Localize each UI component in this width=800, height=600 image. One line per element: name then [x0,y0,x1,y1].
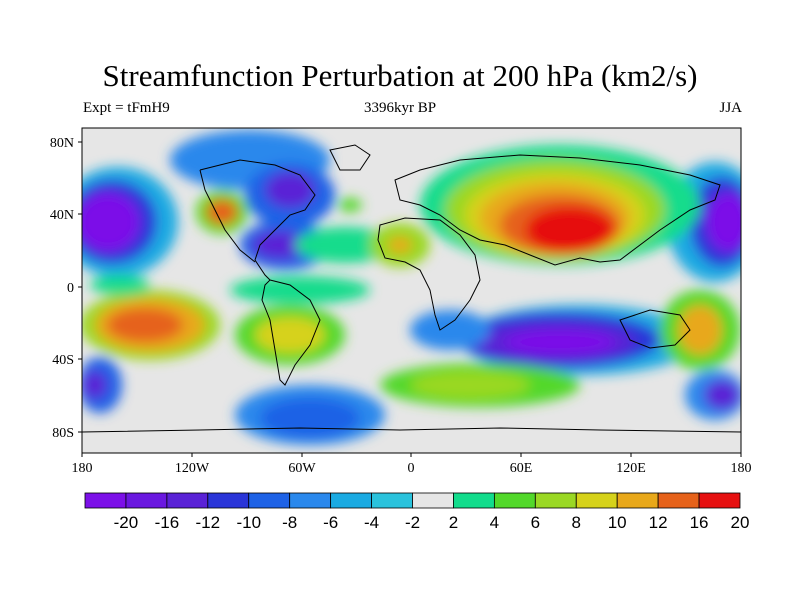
colorbar-swatch [330,492,372,509]
colorbar-swatch [371,492,413,509]
colorbar-swatch [125,492,168,509]
y-tick-label: 0 [67,281,74,296]
colorbar-swatch [453,492,495,509]
y-tick-label: 80N [50,136,74,151]
north-america-coast [199,159,316,281]
colorbar-label: 16 [690,513,709,532]
australia-coast [619,309,691,349]
colorbar-label: -16 [155,513,180,532]
colorbar [84,492,741,509]
colorbar-swatch [289,492,332,509]
africa-coast [377,217,481,331]
eurasia-coast [394,154,721,266]
x-tick-label: 120W [175,461,210,476]
colorbar-label: -20 [114,513,139,532]
axis-ticks [78,141,742,457]
plot-title: Streamfunction Perturbation at 200 hPa (… [102,58,698,93]
x-tick-label: 180 [731,461,752,476]
colorbar-label: 8 [572,513,581,532]
colorbar-label: 20 [731,513,750,532]
x-tick-label: 60W [288,461,316,476]
colorbar-swatch [166,492,209,509]
colorbar-swatch [698,492,741,509]
colorbar-swatch [657,492,700,509]
coastlines [82,144,741,433]
contour-fields [82,130,741,445]
colorbar-swatch [493,492,536,509]
colorbar-label: -6 [323,513,338,532]
colorbar-swatch [412,492,454,509]
y-tick-label: 40S [52,353,74,368]
antarctica-coast [82,427,741,433]
y-tick-label: 80S [52,426,74,441]
experiment-label: Expt = tFmH9 [83,100,170,116]
colorbar-swatch [575,492,618,509]
colorbar-swatch [616,492,659,509]
colorbar-swatch [84,492,127,509]
greenland-coast [329,144,371,171]
colorbar-label: 6 [531,513,540,532]
colorbar-label: 4 [490,513,499,532]
colorbar-label: -4 [364,513,379,532]
x-tick-label: 0 [408,461,415,476]
x-axis-labels: 180 120W 60W 0 60E 120E 180 [72,461,752,476]
season-label: JJA [719,100,742,116]
south-america-coast [261,279,321,386]
colorbar-label: -8 [282,513,297,532]
colorbar-label: 2 [449,513,458,532]
colorbar-swatch [248,492,291,509]
colorbar-label: 10 [608,513,627,532]
colorbar-label: -2 [405,513,420,532]
colorbar-label: -12 [196,513,221,532]
colorbar-swatch [207,492,250,509]
y-axis-labels: 80N 40N 0 40S 80S [50,136,74,441]
y-tick-label: 40N [50,208,74,223]
colorbar-label: 12 [649,513,668,532]
time-label: 3396kyr BP [363,100,437,116]
colorbar-labels: -20 -16 -12 -10 -8 -6 -4 -2 2 4 6 8 10 12 16 20 [114,513,750,532]
x-tick-label: 180 [72,461,93,476]
x-tick-label: 120E [616,461,646,476]
colorbar-swatch [534,492,577,509]
x-tick-label: 60E [510,461,533,476]
colorbar-label: -10 [236,513,261,532]
atlantic-band [295,227,395,263]
